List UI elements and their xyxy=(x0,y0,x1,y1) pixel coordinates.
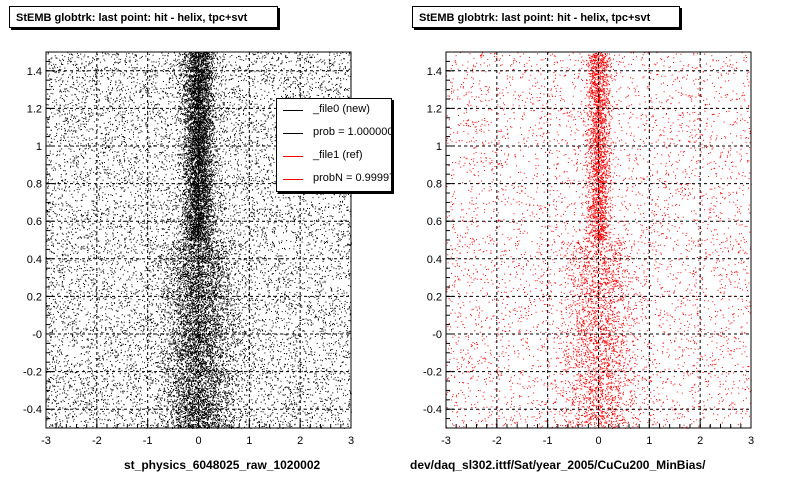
x-axis: -3 -2 -1 0 1 2 3 xyxy=(441,420,754,447)
x-axis: -3 -2 -1 0 1 2 3 xyxy=(41,420,354,447)
legend-entry-file0: _file0 (new) xyxy=(277,99,391,121)
x-tick-label: -1 xyxy=(143,435,153,447)
y-tick-label: 1.2 xyxy=(427,103,442,115)
x-tick-label: 0 xyxy=(195,435,201,447)
y-tick-label: 0.4 xyxy=(27,254,42,266)
x-tick-label: -3 xyxy=(441,435,451,447)
y-tick-label: 0.2 xyxy=(427,291,442,303)
legend-line-prob xyxy=(283,133,303,134)
y-tick-label: 0.8 xyxy=(427,179,442,191)
grid xyxy=(446,52,751,428)
x-tick-label: -3 xyxy=(41,435,51,447)
x-axis-label-left: st_physics_6048025_raw_1020002 xyxy=(124,458,321,472)
y-axis: -0.4 -0.2 -0 0.2 0.4 0.6 0.8 1 1.2 1.4 xyxy=(23,51,54,429)
y-tick-label: -0 xyxy=(32,329,42,341)
y-tick-label: 1 xyxy=(36,141,42,153)
legend-entry-probn: probN = 0.999977 xyxy=(277,168,391,190)
x-tick-label: -2 xyxy=(92,435,102,447)
legend-entry-prob: prob = 1.000000 xyxy=(277,122,392,144)
legend-label-file1: _file1 (ref) xyxy=(313,149,363,161)
legend-label-prob: prob = 1.000000 xyxy=(313,126,392,138)
y-tick-label: 1 xyxy=(436,141,442,153)
x-tick-label: 2 xyxy=(697,435,703,447)
y-tick-label: 0.6 xyxy=(27,216,42,228)
legend: _file0 (new) prob = 1.000000 _file1 (ref… xyxy=(276,98,392,192)
scatter-plot-left: -3 -2 -1 0 1 2 3 -0.4 -0.2 -0 0.2 0.4 0.6 0.8 1 1.2 1.4 xyxy=(23,51,354,447)
x-tick-label: 0 xyxy=(595,435,601,447)
legend-line-file0 xyxy=(283,110,303,111)
y-tick-label: -0.4 xyxy=(423,404,442,416)
x-tick-label: 1 xyxy=(246,435,252,447)
legend-entry-file1: _file1 (ref) xyxy=(277,145,391,167)
x-tick-label: 2 xyxy=(297,435,303,447)
x-tick-label: 3 xyxy=(748,435,754,447)
y-tick-label: 0.8 xyxy=(27,179,42,191)
y-tick-label: -0 xyxy=(432,329,442,341)
x-axis-label-right: dev/daq_sl302.ittf/Sat/year_2005/CuCu200… xyxy=(410,458,706,472)
y-tick-label: -0.4 xyxy=(23,404,42,416)
y-tick-label: 1.2 xyxy=(27,103,42,115)
x-tick-label: -2 xyxy=(492,435,502,447)
scatter-plot-right: -3 -2 -1 0 1 2 3 -0.4 -0.2 -0 0.2 0.4 0.6 0.8 1 1.2 1.4 xyxy=(423,51,754,447)
legend-line-probn xyxy=(283,179,303,180)
chart-title-left: StEMB globtrk: last point: hit - helix, … xyxy=(9,6,278,28)
y-tick-label: -0.2 xyxy=(423,367,442,379)
chart-title-right: StEMB globtrk: last point: hit - helix, … xyxy=(412,6,680,28)
y-axis: -0.4 -0.2 -0 0.2 0.4 0.6 0.8 1 1.2 1.4 xyxy=(423,51,454,429)
legend-line-file1 xyxy=(283,156,303,157)
x-tick-label: -1 xyxy=(543,435,553,447)
y-tick-label: 1.4 xyxy=(27,66,42,78)
y-tick-label: 1.4 xyxy=(427,66,442,78)
x-tick-label: 1 xyxy=(646,435,652,447)
x-tick-label: 3 xyxy=(348,435,354,447)
y-tick-label: 0.6 xyxy=(427,216,442,228)
legend-label-probn: probN = 0.999977 xyxy=(313,172,391,184)
y-tick-label: -0.2 xyxy=(23,367,42,379)
y-tick-label: 0.2 xyxy=(27,291,42,303)
y-tick-label: 0.4 xyxy=(427,254,442,266)
legend-label-file0: _file0 (new) xyxy=(313,103,370,115)
